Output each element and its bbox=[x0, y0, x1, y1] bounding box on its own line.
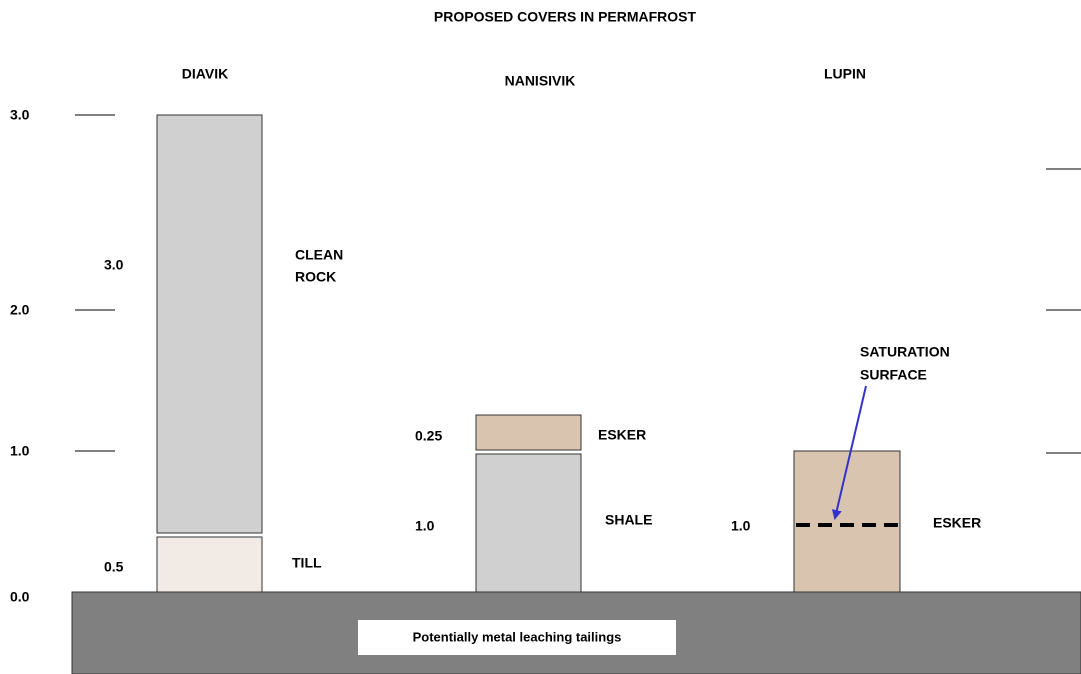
layer bbox=[156, 536, 263, 593]
title: PROPOSED COVERS IN PERMAFROST bbox=[434, 9, 697, 25]
thickness: 1.0 bbox=[731, 518, 751, 534]
axis-label: 1.0 bbox=[10, 443, 30, 459]
column-name: NANISIVIK bbox=[505, 73, 576, 89]
material: CLEAN bbox=[295, 247, 343, 263]
tailings-label-box bbox=[358, 620, 676, 655]
material: ESKER bbox=[598, 427, 646, 443]
thickness: 0.5 bbox=[104, 559, 124, 575]
material: TILL bbox=[292, 555, 322, 571]
material: SHALE bbox=[605, 512, 652, 528]
material: ESKER bbox=[933, 515, 981, 531]
layer bbox=[475, 453, 582, 593]
thickness: 1.0 bbox=[415, 518, 435, 534]
axis-label: 3.0 bbox=[10, 107, 30, 123]
column-name: DIAVIK bbox=[182, 66, 228, 82]
annotation: SATURATION bbox=[860, 344, 950, 360]
material: ROCK bbox=[295, 269, 336, 285]
layer bbox=[156, 114, 263, 534]
axis-label: 2.0 bbox=[10, 302, 30, 318]
tailings-label: Potentially metal leaching tailings bbox=[413, 629, 622, 644]
layer bbox=[475, 414, 582, 451]
layer bbox=[793, 450, 901, 593]
annotation: SURFACE bbox=[860, 367, 927, 383]
axis-label: 0.0 bbox=[10, 589, 30, 605]
thickness: 0.25 bbox=[415, 428, 442, 444]
arrow bbox=[831, 385, 867, 520]
column-name: LUPIN bbox=[824, 66, 866, 82]
thickness: 3.0 bbox=[104, 257, 124, 273]
